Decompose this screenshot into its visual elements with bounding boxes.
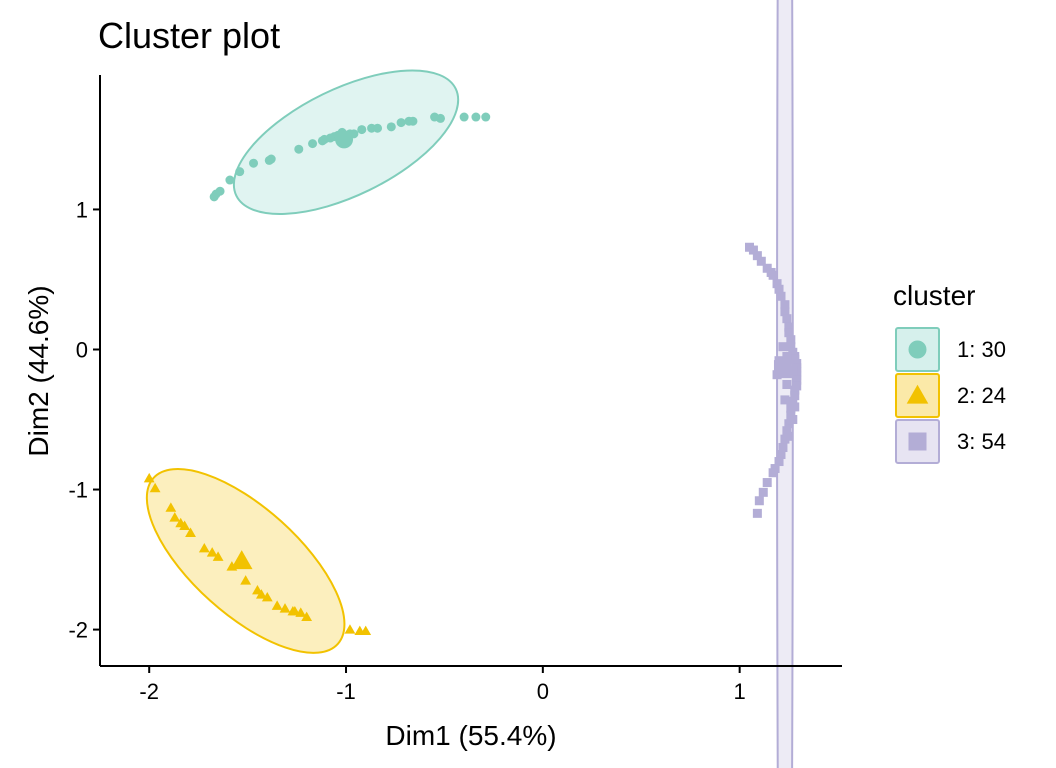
legend-label-2: 2: 24 bbox=[957, 383, 1006, 408]
cluster-1-point bbox=[235, 167, 245, 177]
y-axis-ticks: -2 -1 0 1 bbox=[68, 197, 100, 643]
x-axis-ticks: -2 -1 0 1 bbox=[139, 666, 746, 704]
cluster-2-point bbox=[295, 607, 307, 617]
legend-label-1: 1: 30 bbox=[957, 337, 1006, 362]
legend: cluster 1: 30 2: 24 3: 54 bbox=[893, 280, 1006, 464]
cluster-ellipses bbox=[145, 0, 794, 768]
cluster-3-point bbox=[780, 395, 790, 405]
legend-items: 1: 30 2: 24 3: 54 bbox=[895, 327, 1006, 464]
cluster-3-point bbox=[790, 402, 800, 412]
cluster-2-point bbox=[301, 611, 313, 622]
cluster-3-point bbox=[782, 351, 792, 361]
cluster-2-point bbox=[198, 542, 210, 553]
y-tick-label: -2 bbox=[68, 618, 88, 643]
cluster-3-point bbox=[788, 396, 798, 406]
cluster-3-point bbox=[780, 300, 790, 310]
x-tick-label: 0 bbox=[537, 679, 549, 704]
cluster-1-center bbox=[335, 130, 354, 149]
x-tick-label: 1 bbox=[734, 679, 746, 704]
cluster-2-point bbox=[279, 603, 291, 613]
cluster-3-point bbox=[784, 431, 794, 441]
cluster-3-point bbox=[786, 335, 796, 345]
legend-marker-1 bbox=[908, 340, 927, 359]
cluster-1-point bbox=[435, 113, 445, 123]
cluster-3-point bbox=[762, 478, 772, 488]
cluster-1-point bbox=[396, 118, 406, 128]
cluster-2-point bbox=[271, 600, 283, 610]
cluster-3-point bbox=[776, 450, 786, 460]
cluster-2-point bbox=[143, 472, 155, 483]
cluster-2-center bbox=[230, 550, 253, 570]
cluster-2-point bbox=[165, 502, 177, 512]
cluster-3-point bbox=[790, 385, 800, 395]
legend-title: cluster bbox=[893, 280, 975, 311]
cluster-2-point bbox=[179, 520, 191, 531]
cluster-3-point bbox=[768, 468, 778, 478]
cluster-3-point bbox=[784, 322, 794, 332]
data-points bbox=[143, 112, 802, 636]
cluster-3-point bbox=[754, 496, 764, 506]
cluster-1-point bbox=[471, 112, 481, 122]
cluster-1-point bbox=[308, 139, 318, 149]
cluster-3-point bbox=[748, 245, 758, 255]
cluster-1-point bbox=[386, 122, 396, 132]
cluster-1-point bbox=[215, 186, 225, 196]
y-tick-label: 0 bbox=[76, 337, 88, 362]
cluster-2-point bbox=[240, 575, 252, 585]
cluster-2-point bbox=[149, 482, 161, 493]
cluster-3-point bbox=[756, 256, 766, 266]
cluster-3-point bbox=[784, 328, 794, 338]
cluster-3-point bbox=[774, 284, 784, 294]
cluster-3-point bbox=[778, 443, 788, 453]
cluster-1-point bbox=[357, 125, 367, 135]
chart-title: Cluster plot bbox=[98, 15, 280, 56]
cluster-2-point bbox=[360, 625, 372, 636]
cluster-1-point bbox=[225, 175, 235, 185]
cluster-3-point bbox=[788, 366, 798, 375]
cluster-2-point bbox=[185, 527, 196, 538]
cluster-2-point bbox=[255, 589, 267, 599]
cluster-3-point bbox=[782, 314, 792, 324]
cluster-2-point bbox=[206, 547, 218, 557]
x-tick-label: -2 bbox=[139, 679, 159, 704]
cluster-3-point bbox=[768, 270, 778, 280]
cluster-1-point bbox=[459, 112, 469, 122]
cluster-3-point bbox=[788, 415, 798, 425]
y-axis-label: Dim2 (44.6%) bbox=[23, 285, 54, 456]
cluster-3-point bbox=[792, 375, 802, 385]
legend-marker-3 bbox=[908, 432, 927, 451]
cluster-2-point bbox=[212, 551, 224, 561]
cluster-1-point bbox=[266, 154, 276, 164]
cluster-3-point bbox=[758, 487, 768, 497]
cluster-3-point bbox=[774, 457, 784, 467]
cluster-3-point bbox=[790, 391, 800, 401]
cluster-1-point bbox=[408, 116, 418, 126]
legend-label-3: 3: 54 bbox=[957, 429, 1006, 454]
axes: -2 -1 0 1 -2 -1 0 1 bbox=[68, 75, 842, 704]
cluster-3-point bbox=[780, 307, 790, 317]
cluster-1-point bbox=[481, 112, 491, 122]
cluster-3-point bbox=[752, 251, 762, 261]
cluster-1-point bbox=[373, 123, 383, 133]
y-tick-label: 1 bbox=[76, 197, 88, 222]
cluster-3-point bbox=[782, 380, 792, 390]
cluster-2-point bbox=[169, 512, 181, 522]
cluster-3-point bbox=[778, 342, 788, 352]
cluster-2-point bbox=[344, 624, 356, 634]
legend-marker-2 bbox=[906, 384, 929, 404]
cluster-3-center bbox=[773, 360, 792, 379]
x-axis-label: Dim1 (55.4%) bbox=[385, 720, 556, 751]
cluster-3-point bbox=[786, 342, 796, 352]
cluster-2-point bbox=[261, 591, 273, 602]
cluster-3-point bbox=[782, 426, 792, 436]
cluster-3-point bbox=[772, 279, 782, 289]
cluster-3-point bbox=[776, 291, 786, 301]
cluster-3-point bbox=[752, 508, 762, 518]
x-tick-label: -1 bbox=[336, 679, 356, 704]
cluster-1-point bbox=[294, 144, 304, 154]
y-tick-label: -1 bbox=[68, 478, 88, 503]
cluster-1-point bbox=[249, 158, 259, 168]
